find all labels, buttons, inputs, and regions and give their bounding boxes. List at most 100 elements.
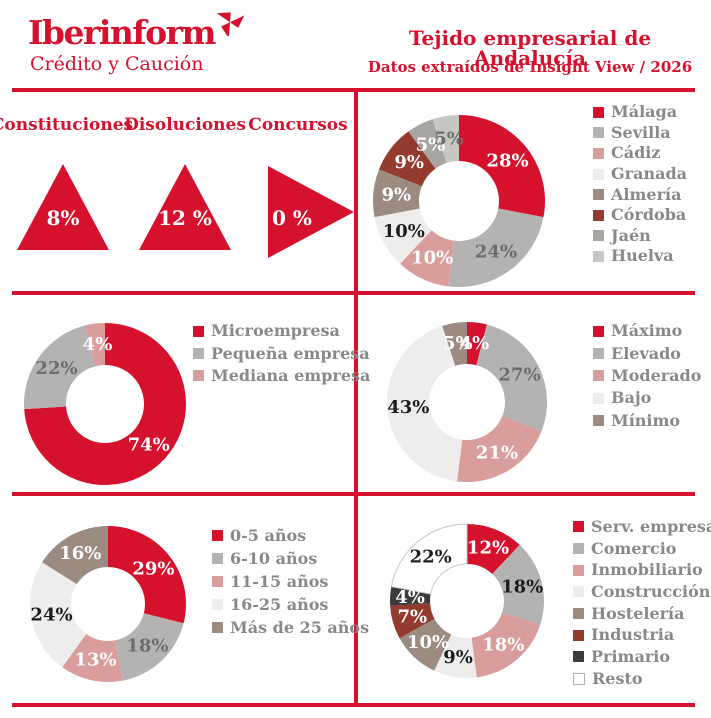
legend-swatch (593, 127, 604, 139)
slice-jaen (408, 119, 447, 169)
legend-item-comercio: Comercio (573, 538, 711, 560)
slice-value-label: 7% (397, 606, 427, 627)
legend-label: Moderado (611, 365, 702, 385)
legend-list: Microempresa Pequeña empresa Mediana empre… (193, 320, 370, 387)
legend-label: Jaén (611, 225, 651, 245)
legend-item-cordoba: Córdoba (593, 205, 687, 226)
legend-item-maximo: Máximo (593, 320, 701, 342)
legend-nivel-de-riesgo: Máximo Elevado Moderado Bajo Mínimo (593, 320, 701, 432)
legend-label: Primario (591, 646, 671, 666)
legend-item-mediana-empresa: Mediana empresa (193, 365, 370, 387)
legend-swatch (193, 325, 204, 337)
slice-value-label: 4% (395, 587, 425, 608)
legend-item-sevilla: Sevilla (593, 123, 687, 144)
legend-list: Serv. empresa Comercio Inmobiliario Constru… (573, 516, 711, 690)
legend-label: Serv. empresa (591, 516, 711, 536)
legend-label: 11-15 años (230, 571, 329, 591)
legend-swatch (593, 189, 604, 201)
legend-item-cadiz: Cádiz (593, 143, 687, 164)
legend-label: Microempresa (211, 321, 340, 341)
grid-divider-horizontal-2 (12, 291, 695, 295)
legend-item-mas-de-25-anos: Más de 25 años (212, 616, 369, 639)
indicator-value-disoluciones: 12 % (158, 206, 212, 230)
legend-item-moderado: Moderado (593, 365, 701, 387)
legend-swatch (212, 576, 223, 587)
slice-value-label: 9% (443, 647, 473, 668)
legend-label: 0-5 años (230, 525, 307, 545)
legend-item-construccion: Construcción (573, 581, 711, 603)
legend-label: Córdoba (611, 205, 687, 225)
slice-value-label: 10% (407, 632, 449, 653)
slice-cadiz (400, 230, 454, 287)
legend-item-inmobiliario: Inmobiliario (573, 559, 711, 581)
slice-value-label: 5% (434, 128, 464, 149)
slice-16-25-anos (30, 562, 87, 668)
slice-value-label: 18% (126, 635, 168, 656)
slice-sevilla (448, 208, 544, 287)
slice-granada (374, 208, 432, 264)
slice-11-15-anos (62, 633, 123, 683)
legend-item-huelva: Huelva (593, 246, 687, 267)
slice-construccion (434, 634, 477, 678)
legend-label: Mínimo (611, 410, 681, 430)
legend-list: Máximo Elevado Moderado Bajo Mínimo (593, 320, 701, 432)
slice-value-label: 28% (486, 150, 528, 171)
slice-hosteleria (399, 618, 452, 671)
legend-swatch (573, 543, 584, 555)
slice-mediana-empresa (84, 323, 105, 367)
legend-item-microempresa: Microempresa (193, 320, 370, 342)
legend-swatch (593, 415, 604, 427)
slice-maximo (467, 322, 487, 366)
legend-label: 16-25 años (230, 594, 329, 614)
legend-label: Almería (611, 184, 682, 204)
slice-inmobiliario (471, 612, 541, 678)
legend-label: Pequeña empresa (211, 343, 370, 363)
legend-swatch (573, 586, 584, 598)
donut-tamano-empresa: 74% 22% 4% (23, 323, 186, 485)
legend-label: Hostelería (591, 603, 685, 623)
legend-item-0-5-anos: 0-5 años (212, 524, 369, 547)
legend-swatch (593, 370, 604, 382)
legend-item-industria: Industria (573, 624, 711, 646)
legend-label: Inmobiliario (591, 560, 703, 580)
indicator-title-concursos: Concursos (248, 115, 348, 135)
slice-elevado (476, 324, 547, 432)
legend-label: Sevilla (611, 122, 671, 142)
slice-resto (390, 523, 468, 595)
legend-label: Resto (592, 668, 643, 688)
slice-minimo (442, 322, 467, 366)
slice-value-label: 9% (381, 185, 411, 206)
slice-moderado (456, 415, 542, 483)
legend-item-jaen: Jaén (593, 226, 687, 247)
slice-huelva (432, 115, 459, 163)
legend-label: Huelva (611, 246, 674, 266)
legend-swatch (593, 325, 604, 337)
legend-swatch (593, 392, 604, 404)
legend-swatch (193, 348, 204, 360)
legend-item-6-10-anos: 6-10 años (212, 547, 369, 570)
grid-divider-horizontal-3 (12, 492, 695, 496)
legend-list: 0-5 años 6-10 años 11-15 años 16-25 años Más… (212, 524, 369, 639)
donut-sectores: 12% 18% 18% 9%10% 7%4% 22% (389, 523, 544, 678)
legend-item-11-15-anos: 11-15 años (212, 570, 369, 593)
legend-label: Máximo (611, 321, 683, 341)
slice-value-label: 5% (443, 333, 473, 354)
legend-list: Málaga Sevilla Cádiz Granada Almería Córdoba J… (593, 102, 687, 267)
slice-6-10-anos (114, 613, 184, 681)
legend-swatch (212, 599, 223, 610)
slice-value-label: 12% (467, 538, 509, 559)
legend-item-serv-empresa: Serv. empresa (573, 516, 711, 538)
slice-bajo (387, 325, 463, 482)
slice-pequena-empresa (23, 325, 96, 410)
slice-value-label: 10% (411, 248, 453, 269)
legend-label: Elevado (611, 343, 681, 363)
donut-antiguedad-empresas: 29% 18% 13% 24% 16% (30, 526, 187, 683)
legend-swatch (212, 530, 223, 541)
donut-empresas-por-provincia: 28%24%10%10%9%9%5%5% (372, 115, 546, 287)
legend-swatch (593, 230, 604, 242)
indicator-title-constituciones: Constituciones (0, 115, 134, 135)
legend-tamano-empresa: Microempresa Pequeña empresa Mediana empre… (193, 320, 370, 387)
legend-swatch (593, 106, 604, 118)
